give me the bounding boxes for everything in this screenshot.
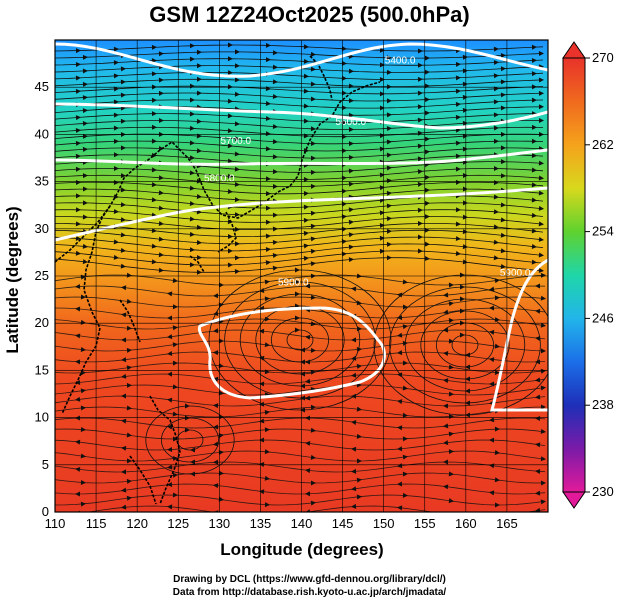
x-tick-label: 110	[45, 516, 66, 531]
credit-line-drawing: Drawing by DCL (https://www.gfd-dennou.o…	[173, 574, 446, 585]
contour-label: 5900.0	[500, 268, 531, 279]
x-tick-labels: 110 115 120 125 130 135 140 145 150 155 160 165	[45, 516, 518, 531]
x-tick-label: 165	[496, 516, 518, 531]
colorbar-label: 238	[592, 397, 614, 412]
height-contours	[55, 42, 548, 412]
x-tick-label: 120	[126, 516, 148, 531]
contour-label: 5600.0	[336, 117, 367, 128]
colorbar-label: 246	[592, 310, 614, 325]
y-tick-label: 25	[35, 268, 49, 283]
contour-label: 5900.0	[278, 277, 309, 288]
y-tick-label: 35	[35, 174, 49, 189]
credits: Drawing by DCL (https://www.gfd-dennou.o…	[0, 573, 619, 599]
colorbar-min-arrow	[562, 491, 586, 509]
colorbar	[562, 57, 586, 493]
x-tick-label: 135	[250, 516, 272, 531]
y-tick-label: 40	[35, 126, 49, 141]
x-tick-label: 125	[167, 516, 189, 531]
y-axis-label: Latitude (degrees)	[3, 206, 22, 353]
contour-label: 5400.0	[385, 56, 416, 67]
x-tick-label: 150	[373, 516, 395, 531]
y-tick-label: 15	[35, 362, 49, 377]
colorbar-max-arrow	[562, 41, 586, 59]
gridlines	[54, 40, 548, 513]
y-tick-label: 0	[42, 504, 49, 519]
colorbar-label: 254	[592, 224, 614, 239]
y-tick-label: 20	[35, 315, 49, 330]
colorbar-label: 270	[592, 50, 614, 65]
colorbar-label: 230	[592, 484, 614, 499]
colorbar-ticks: 270 262 254 246 238 230	[585, 50, 614, 499]
y-tick-label: 5	[42, 457, 49, 472]
colorbar-label: 262	[592, 137, 614, 152]
map-title: GSM 12Z24Oct2025 (500.0hPa)	[149, 2, 470, 27]
contour-label: 5700.0	[220, 136, 251, 147]
x-tick-label: 130	[208, 516, 230, 531]
x-axis-label: Longitude (degrees)	[220, 540, 383, 559]
x-tick-label: 160	[455, 516, 477, 531]
y-tick-label: 30	[35, 221, 49, 236]
y-tick-label: 45	[35, 79, 49, 94]
y-tick-label: 10	[35, 410, 49, 425]
x-tick-label: 140	[291, 516, 313, 531]
y-tick-labels: 0 5 10 15 20 25 30 35 40 45	[35, 79, 49, 519]
credit-line-data: Data from http://database.rish.kyoto-u.a…	[172, 587, 447, 598]
x-tick-label: 115	[86, 516, 107, 531]
x-tick-label: 155	[414, 516, 436, 531]
x-tick-label: 145	[332, 516, 354, 531]
